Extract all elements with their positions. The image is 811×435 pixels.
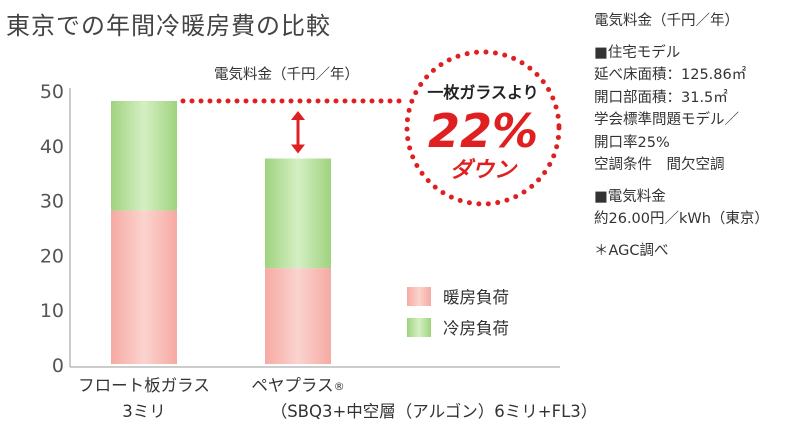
bar-segment [265,268,331,364]
y-tick-label: 10 [40,300,64,322]
chart-title: 東京での年間冷暖房費の比較 [6,12,331,40]
x-tick-label-line2: 3ミリ [122,402,166,421]
rate-line: 約26.00円／kWh（東京） [594,211,769,227]
model-line: 開口部面積：31.5㎡ [594,89,728,106]
source-note: ＊AGC調べ [594,242,669,259]
y-tick-label: 40 [40,136,64,158]
notes-panel: 電気料金（千円／年） ■住宅モデル 延べ床面積：125.86㎡ 開口部面積：31… [594,10,809,262]
legend-label: 暖房負荷 [443,288,509,307]
annotation-line2: ダウン [450,157,518,183]
reduction-annotation: 一枚ガラスより 22%ダウン [180,49,562,207]
y-axis-ticks: 0 10 20 30 40 50 [40,81,64,377]
legend-label: 冷房負荷 [443,319,509,338]
model-line: 開口率25% [594,134,670,151]
x-axis-labels: フロート板ガラス 3ミリ ペヤプラス® （SBQ3+中空層（アルゴン）6ミリ+FL3） [78,376,597,421]
dotted-circle [404,49,562,207]
arrow-head-down [291,144,305,154]
y-tick-label: 0 [52,355,64,377]
legend-swatch [407,318,431,337]
bar-segment [111,210,177,364]
bars-group [111,100,331,364]
y-tick-label: 50 [40,81,64,103]
model-line: 延べ床面積：125.86㎡ [594,67,747,83]
bar-segment [265,158,331,269]
x-tick-label-line2: （SBQ3+中空層（アルゴン）6ミリ+FL3） [271,401,598,421]
x-tick-label: フロート板ガラス [78,376,210,395]
arrow-head-up [291,110,305,120]
y-tick-label: 30 [40,191,64,213]
model-line: 空調条件 間欠空調 [594,157,725,173]
model-line: 学会標準問題モデル／ [594,112,739,128]
legend-swatch [407,287,431,306]
model-title: ■住宅モデル [594,44,681,61]
annotation-line1: 一枚ガラスより [427,83,538,102]
y-tick-label: 20 [40,245,64,267]
registered-mark: ® [334,380,345,393]
rate-title: ■電気料金 [594,188,666,205]
bar-segment [111,100,177,211]
x-tick-label: ペヤプラス® [251,376,344,395]
notes-header: 電気料金（千円／年） [594,13,739,29]
y-axis-label: 電気料金（千円／年） [214,66,359,83]
annotation-percent: 22% [428,104,538,158]
